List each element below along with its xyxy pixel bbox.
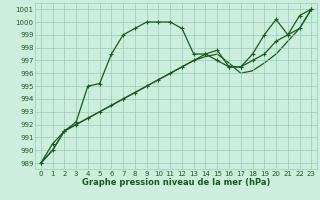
X-axis label: Graphe pression niveau de la mer (hPa): Graphe pression niveau de la mer (hPa) xyxy=(82,178,270,187)
